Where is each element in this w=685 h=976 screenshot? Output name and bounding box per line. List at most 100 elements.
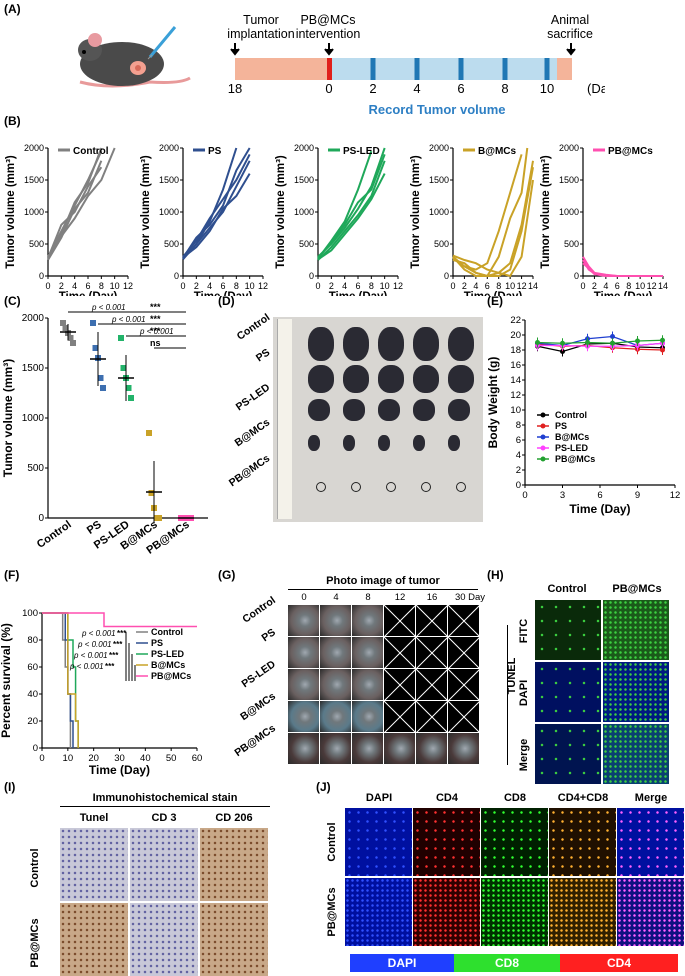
y-axis-label: Tumor volume (mm³): [140, 155, 152, 269]
tumor: [378, 399, 400, 421]
timeline-ticks: 18 0 2 4 6 8 10: [228, 81, 554, 96]
tumor-outline: [351, 482, 361, 492]
if-micrograph: [617, 808, 684, 876]
growth-series-line: [582, 262, 663, 277]
tumor: [448, 399, 470, 421]
tumor: [413, 327, 439, 361]
y-tick-label: 2000: [429, 143, 449, 153]
panel-label-g: (G): [218, 568, 236, 582]
timeline-mark: [502, 58, 508, 80]
x-tick-label: 6: [485, 281, 490, 291]
data-point: [128, 395, 134, 401]
weight-series-line: [537, 339, 663, 344]
growth-series-line: [317, 147, 386, 258]
if-micrograph: [549, 808, 616, 876]
arrow-icon: [566, 43, 576, 56]
growth-series-line: [317, 154, 386, 259]
ihc-col-label: CD 206: [215, 812, 253, 824]
weight-point: [610, 334, 615, 339]
growth-series-line: [47, 147, 103, 258]
tumor-outline: [386, 482, 396, 492]
tunel-micrograph: [603, 600, 669, 660]
sig-p-value: p < 0.001: [139, 327, 174, 336]
day-label: 4: [333, 592, 339, 603]
growth-series-line: [182, 147, 251, 259]
y-tick-label: 1000: [559, 207, 579, 217]
timeline-tick: 2: [369, 81, 376, 96]
x-tick-label: 8: [626, 281, 631, 291]
sig-p-value: p < 0.001: [91, 303, 126, 312]
day-label: 0: [301, 592, 307, 603]
panel-label-b: (B): [4, 114, 21, 128]
if-micrograph: [617, 878, 684, 946]
ihc-row-label: PB@MCs: [29, 918, 41, 968]
y-tick-label: 8: [516, 420, 521, 431]
x-tick-label: 0: [580, 281, 585, 291]
panel-label-h: (H): [487, 568, 504, 582]
data-point: [60, 320, 66, 326]
y-tick-label: 0: [174, 271, 179, 281]
if-legend-chip: DAPI: [350, 954, 454, 972]
x-axis-label: Time (Day): [594, 291, 653, 296]
tumor-photo-cell: [384, 733, 415, 764]
y-tick-label: 2: [516, 465, 521, 476]
if-col-label: CD4: [435, 792, 458, 804]
survival-curve: [42, 612, 197, 628]
ihc-micrograph: [200, 903, 268, 976]
x-tick-label: 14: [658, 281, 668, 291]
weight-point: [535, 340, 540, 345]
timeline-end-bar: [557, 58, 572, 80]
sig-stars: ***: [109, 651, 119, 660]
ihc-micrograph: [60, 903, 128, 976]
timeline-mark: [414, 58, 420, 80]
tunel-row-label: DAPI: [518, 679, 530, 707]
tumor: [308, 327, 334, 361]
y-tick-label: 500: [164, 239, 179, 249]
panel-label-d: (D): [218, 294, 235, 308]
tumor-photo-cell: [416, 733, 447, 764]
tunel-micrograph: [603, 662, 669, 722]
empty-photo-cell: [447, 668, 481, 702]
empty-photo-cell: [447, 604, 481, 638]
ihc-micrograph: [130, 903, 198, 976]
tumor: [448, 327, 474, 361]
empty-photo-cell: [447, 636, 481, 670]
y-tick-label: 80: [27, 635, 38, 646]
sig-p-value: p < 0.001: [81, 629, 116, 638]
empty-photo-cell: [415, 668, 449, 702]
x-tick-label: 10: [110, 281, 120, 291]
x-tick-label: 8: [496, 281, 501, 291]
timeline-mark: [370, 58, 376, 80]
x-tick-label: 6: [85, 281, 90, 291]
if-col-label: CD8: [503, 792, 526, 804]
tumor-photo-grid-panel: Photo image of tumor 0 4 8 12 16 30 Day Contr…: [218, 575, 485, 775]
y-tick-label: 12: [510, 390, 521, 401]
x-tick-label: 2: [194, 281, 199, 291]
if-micrograph: [481, 878, 548, 946]
sig-stars: ***: [117, 629, 127, 638]
y-tick-label: 500: [434, 239, 449, 249]
x-tick-label: 60: [192, 753, 203, 764]
tumor-row-label: PB@MCs: [226, 452, 273, 490]
if-panel: DAPI CD4 CD8 CD4+CD8 Merge Control PB@MCs DAPI C…: [320, 792, 685, 975]
growth-series-line: [452, 154, 523, 271]
tunel-row-label: Merge: [518, 738, 530, 772]
data-point: [118, 335, 124, 341]
x-tick-label: 6: [220, 281, 225, 291]
y-tick-label: 0: [444, 271, 449, 281]
tunel-row-label: FITC: [518, 618, 530, 644]
panel-label-f: (F): [4, 568, 20, 582]
legend-label: PB@MCs: [151, 671, 191, 681]
legend-label: Control: [555, 410, 587, 420]
timeline-mark: [544, 58, 550, 80]
empty-photo-cell: [383, 604, 417, 638]
weight-point: [560, 340, 565, 346]
tumor-outline: [456, 482, 466, 492]
if-micrograph: [549, 878, 616, 946]
weight-point: [585, 340, 590, 345]
timeline-intervention-label: PB@MCs intervention: [296, 13, 361, 41]
x-tick-label: 12: [393, 281, 403, 291]
x-tick-label: 2: [329, 281, 334, 291]
x-tick-label: 4: [342, 281, 347, 291]
y-axis-label: Tumor volume (mm³): [410, 155, 422, 269]
